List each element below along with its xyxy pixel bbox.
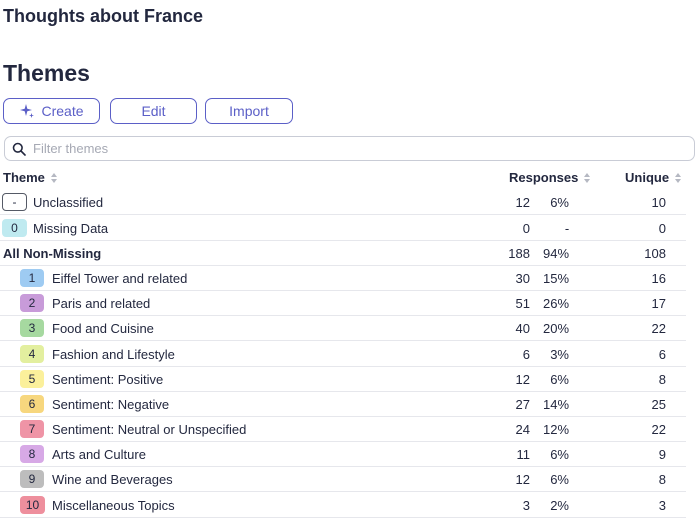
response-percent: 26% (543, 296, 570, 311)
response-percent: 94% (543, 246, 570, 261)
theme-code-badge: - (2, 193, 27, 211)
table-row[interactable]: 4 Fashion and Lifestyle 6 3% 6 (0, 342, 686, 367)
column-header-theme[interactable]: Theme (3, 170, 58, 185)
table-row[interactable]: 7 Sentiment: Neutral or Unspecified 24 12% 2… (0, 417, 686, 442)
response-percent: 6% (550, 447, 569, 462)
theme-code-badge: 0 (2, 219, 27, 237)
response-count: 6 (522, 347, 530, 362)
unique-count: 9 (658, 447, 666, 462)
response-count: 3 (522, 498, 530, 513)
response-count: 188 (508, 246, 530, 261)
theme-code-badge: 9 (20, 470, 44, 488)
response-percent: 6% (550, 372, 569, 387)
theme-label: Sentiment: Negative (52, 397, 170, 412)
theme-code-badge: 1 (20, 269, 44, 287)
table-row[interactable]: 5 Sentiment: Positive 12 6% 8 (0, 367, 686, 392)
theme-code-badge: 4 (20, 345, 44, 363)
response-percent: 20% (543, 321, 570, 336)
unique-count: 3 (658, 498, 666, 513)
search-icon (12, 142, 26, 156)
theme-label: Miscellaneous Topics (52, 498, 175, 513)
sparkle-icon (20, 104, 35, 118)
create-button-label: Create (41, 103, 84, 119)
theme-label: Sentiment: Positive (52, 372, 164, 387)
sort-icon (675, 172, 682, 183)
response-count: 27 (515, 397, 530, 412)
table-header: Theme Responses Unique (0, 170, 697, 188)
response-percent: 2% (550, 498, 569, 513)
response-percent: 12% (543, 422, 570, 437)
edit-button[interactable]: Edit (110, 98, 197, 124)
theme-label: Sentiment: Neutral or Unspecified (52, 422, 247, 437)
theme-label: Fashion and Lifestyle (52, 347, 175, 362)
import-button-label: Import (229, 103, 269, 119)
response-count: 30 (515, 271, 530, 286)
theme-label: Paris and related (52, 296, 151, 311)
unique-count: 8 (658, 372, 666, 387)
table-row[interactable]: All Non-Missing 188 94% 108 (0, 241, 686, 266)
unique-count: 10 (651, 195, 666, 210)
theme-label: Unclassified (33, 195, 104, 210)
table-row[interactable]: 6 Sentiment: Negative 27 14% 25 (0, 392, 686, 417)
filter-box (4, 136, 695, 161)
create-button[interactable]: Create (3, 98, 100, 124)
column-header-unique-label: Unique (625, 170, 670, 185)
response-percent: 3% (550, 347, 569, 362)
unique-count: 8 (658, 472, 666, 487)
response-count: 51 (515, 296, 530, 311)
unique-count: 25 (651, 397, 666, 412)
import-button[interactable]: Import (205, 98, 293, 124)
response-count: 11 (516, 447, 531, 462)
column-header-responses-label: Responses (509, 170, 579, 185)
response-count: 12 (515, 195, 530, 210)
theme-code-badge: 6 (20, 395, 44, 413)
response-percent: - (564, 221, 570, 236)
theme-code-badge: 7 (20, 420, 44, 438)
theme-label: Arts and Culture (52, 447, 146, 462)
table-row[interactable]: 1 Eiffel Tower and related 30 15% 16 (0, 266, 686, 291)
unique-count: 6 (658, 347, 666, 362)
theme-label: Food and Cuisine (52, 321, 154, 336)
theme-label: Missing Data (33, 221, 109, 236)
unique-count: 16 (651, 271, 666, 286)
theme-label: Eiffel Tower and related (52, 271, 188, 286)
response-count: 12 (515, 472, 530, 487)
sort-icon (50, 172, 58, 183)
theme-code-badge: 8 (20, 445, 44, 463)
theme-label: Wine and Beverages (52, 472, 173, 487)
unique-count: 108 (644, 246, 666, 261)
response-percent: 6% (550, 472, 569, 487)
table-row[interactable]: - Unclassified 12 6% 10 (0, 190, 686, 215)
response-count: 0 (522, 221, 530, 236)
response-percent: 14% (543, 397, 570, 412)
section-title: Themes (3, 60, 90, 86)
app-title: Thoughts about France (3, 6, 203, 26)
theme-label: All Non-Missing (3, 246, 102, 261)
table-row[interactable]: 0 Missing Data 0 - 0 (0, 216, 686, 241)
response-percent: 15% (543, 271, 570, 286)
response-percent: 6% (550, 195, 569, 210)
column-header-theme-label: Theme (3, 170, 45, 185)
table-row[interactable]: 9 Wine and Beverages 12 6% 8 (0, 467, 686, 492)
theme-code-badge: 3 (20, 319, 44, 337)
response-count: 40 (515, 321, 530, 336)
theme-code-badge: 10 (20, 496, 45, 514)
unique-count: 22 (651, 321, 666, 336)
sort-icon (584, 172, 591, 183)
column-header-responses[interactable]: Responses (509, 170, 591, 185)
table-row[interactable]: 8 Arts and Culture 11 6% 9 (0, 442, 686, 467)
edit-button-label: Edit (141, 103, 166, 119)
unique-count: 17 (651, 296, 666, 311)
column-header-unique[interactable]: Unique (625, 170, 682, 185)
theme-code-badge: 5 (20, 370, 44, 388)
table-row[interactable]: 10 Miscellaneous Topics 3 2% 3 (0, 493, 686, 518)
filter-themes-input[interactable] (33, 141, 673, 156)
table-row[interactable]: 2 Paris and related 51 26% 17 (0, 291, 686, 316)
table-row[interactable]: 3 Food and Cuisine 40 20% 22 (0, 316, 686, 341)
unique-count: 0 (658, 221, 666, 236)
unique-count: 22 (651, 422, 666, 437)
response-count: 24 (515, 422, 530, 437)
theme-code-badge: 2 (20, 294, 44, 312)
response-count: 12 (515, 372, 530, 387)
